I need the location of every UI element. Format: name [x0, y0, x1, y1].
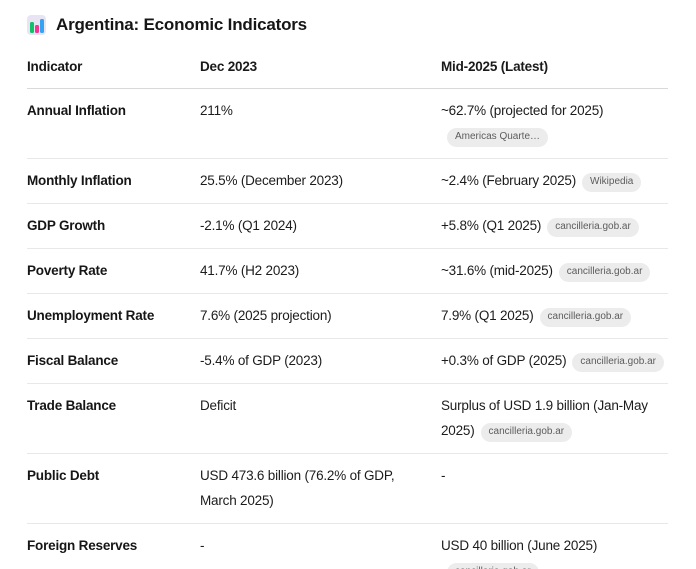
bar-chart-icon [27, 15, 46, 35]
dec2023-value: USD 473.6 billion (76.2% of GDP, March 2… [200, 468, 395, 508]
indicator-label: Fiscal Balance [27, 353, 119, 368]
indicator-label: Monthly Inflation [27, 173, 132, 188]
mid2025-cell: ~31.6% (mid-2025) cancilleria.gob.ar [441, 258, 668, 283]
mid2025-cell: Surplus of USD 1.9 billion (Jan-May 2025… [441, 393, 668, 443]
table-row: Unemployment Rate 7.6% (2025 projection)… [27, 294, 668, 339]
mid2025-value: ~2.4% (February 2025) [441, 173, 576, 188]
mid2025-cell: USD 40 billion (June 2025) cancilleria.go… [441, 533, 668, 569]
source-badge[interactable]: cancilleria.gob.ar [558, 262, 651, 282]
content-area: Argentina: Economic Indicators Indicator… [0, 10, 696, 569]
dec2023-value: - [200, 538, 205, 553]
mid2025-cell: - [441, 463, 668, 513]
dec2023-value: 211% [200, 103, 233, 118]
mid2025-value: ~31.6% (mid-2025) [441, 263, 553, 278]
dec2023-value: 41.7% (H2 2023) [200, 263, 300, 278]
indicator-label: Public Debt [27, 468, 100, 483]
source-badge[interactable]: cancilleria.gob.ar [480, 422, 573, 442]
indicator-label: Poverty Rate [27, 263, 108, 278]
source-badge[interactable]: Wikipedia [582, 172, 642, 192]
indicator-label: Foreign Reserves [27, 538, 138, 553]
dec2023-value: 7.6% (2025 projection) [200, 308, 332, 323]
mid2025-value: +0.3% of GDP (2025) [441, 353, 567, 368]
source-badge[interactable]: cancilleria.gob.ar [547, 217, 639, 237]
table-row: GDP Growth -2.1% (Q1 2024) +5.8% (Q1 202… [27, 204, 668, 249]
indicator-label: Annual Inflation [27, 103, 126, 118]
table-row: Fiscal Balance -5.4% of GDP (2023) +0.3%… [27, 339, 668, 384]
table-row: Foreign Reserves - USD 40 billion (June … [27, 524, 668, 569]
indicators-table: Indicator Dec 2023 Mid-2025 (Latest) Ann… [27, 45, 668, 569]
dec2023-value: -2.1% (Q1 2024) [200, 218, 297, 233]
mid2025-value: USD 40 billion (June 2025) [441, 538, 598, 553]
mid2025-cell: +5.8% (Q1 2025) cancilleria.gob.ar [441, 213, 668, 238]
table-body: Annual Inflation 211% ~62.7% (projected … [27, 89, 668, 569]
table-row: Trade Balance Deficit Surplus of USD 1.9… [27, 384, 668, 454]
title-row: Argentina: Economic Indicators [27, 10, 668, 40]
mid2025-value: ~62.7% (projected for 2025) [441, 103, 604, 118]
source-badge[interactable]: Americas Quarte… [447, 127, 549, 147]
mid2025-cell: ~62.7% (projected for 2025) Americas Quar… [441, 98, 668, 148]
dec2023-value: 25.5% (December 2023) [200, 173, 343, 188]
table-header-row: Indicator Dec 2023 Mid-2025 (Latest) [27, 45, 668, 89]
dec2023-value: Deficit [200, 398, 237, 413]
column-header-indicator: Indicator [27, 59, 83, 74]
page-title: Argentina: Economic Indicators [56, 15, 307, 34]
mid2025-value: +5.8% (Q1 2025) [441, 218, 542, 233]
indicator-label: GDP Growth [27, 218, 106, 233]
mid2025-cell: +0.3% of GDP (2025) cancilleria.gob.ar [441, 348, 668, 373]
mid2025-value: - [441, 468, 446, 483]
table-row: Monthly Inflation 25.5% (December 2023) … [27, 159, 668, 204]
mid2025-value: 7.9% (Q1 2025) [441, 308, 534, 323]
source-badge[interactable]: cancilleria.gob.ar [447, 562, 539, 569]
indicator-label: Unemployment Rate [27, 308, 155, 323]
mid2025-cell: 7.9% (Q1 2025) cancilleria.gob.ar [441, 303, 668, 328]
dec2023-value: -5.4% of GDP (2023) [200, 353, 323, 368]
column-header-mid2025: Mid-2025 (Latest) [441, 59, 548, 74]
mid2025-cell: ~2.4% (February 2025) Wikipedia [441, 168, 668, 193]
table-row: Annual Inflation 211% ~62.7% (projected … [27, 89, 668, 159]
indicator-label: Trade Balance [27, 398, 116, 413]
table-row: Poverty Rate 41.7% (H2 2023) ~31.6% (mid… [27, 249, 668, 294]
source-badge[interactable]: cancilleria.gob.ar [539, 307, 632, 327]
table-row: Public Debt USD 473.6 billion (76.2% of … [27, 454, 668, 524]
column-header-dec2023: Dec 2023 [200, 59, 257, 74]
source-badge[interactable]: cancilleria.gob.ar [572, 352, 665, 372]
mid2025-value: Surplus of USD 1.9 billion (Jan-May 2025… [441, 398, 648, 438]
